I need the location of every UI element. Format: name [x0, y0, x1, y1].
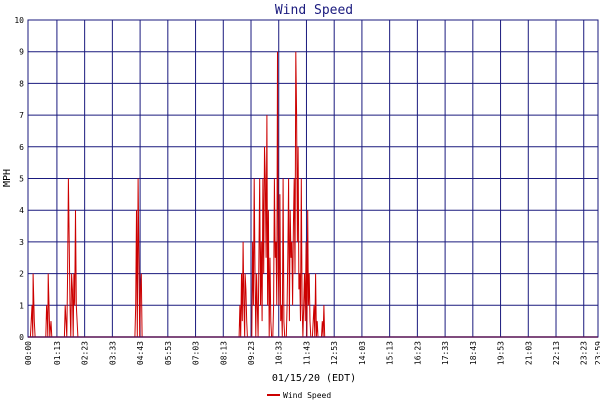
y-tick-label: 0 [19, 333, 24, 342]
x-tick-label: 00:00 [24, 341, 33, 365]
grid [28, 20, 598, 337]
chart-title: Wind Speed [275, 3, 353, 18]
y-tick-label: 4 [19, 206, 24, 215]
y-tick-labels: 0 1 2 3 4 5 6 7 8 9 10 [14, 16, 24, 342]
x-axis-label: 01/15/20 (EDT) [272, 373, 356, 384]
y-tick-label: 9 [19, 48, 24, 57]
x-tick-label: 19:53 [497, 341, 506, 365]
y-tick-label: 1 [19, 301, 24, 310]
y-tick-label: 6 [19, 143, 24, 152]
x-tick-label: 10:33 [275, 341, 284, 365]
x-tick-labels: 00:00 01:13 02:23 03:33 04:43 05:53 07:03 08:13… [24, 341, 600, 365]
x-tick-label: 21:03 [524, 341, 533, 365]
y-axis-label: MPH [2, 169, 13, 187]
y-tick-label: 10 [14, 16, 24, 25]
y-tick-label: 8 [19, 79, 24, 88]
x-tick-label: 18:43 [469, 341, 478, 365]
x-tick-label: 01:13 [53, 341, 62, 365]
x-tick-label: 17:33 [441, 341, 450, 365]
x-tick-label: 03:33 [108, 341, 117, 365]
x-tick-label: 23:23 [580, 341, 589, 365]
x-tick-label: 09:23 [247, 341, 256, 365]
x-tick-label: 23:59 [594, 341, 600, 365]
y-tick-label: 5 [19, 175, 24, 184]
x-tick-label: 02:23 [81, 341, 90, 365]
legend-label: Wind Speed [283, 391, 331, 400]
x-tick-label: 04:43 [136, 341, 145, 365]
x-tick-label: 22:13 [552, 341, 561, 365]
x-tick-label: 14:03 [358, 341, 367, 365]
series-layer [28, 51, 598, 338]
x-tick-label: 12:53 [330, 341, 339, 365]
y-tick-label: 7 [19, 111, 24, 120]
x-tick-label: 11:43 [302, 341, 311, 365]
x-tick-label: 15:13 [386, 341, 395, 365]
x-tick-label: 07:03 [192, 341, 201, 365]
legend: Wind Speed [267, 391, 331, 400]
x-tick-label: 08:13 [219, 341, 228, 365]
y-tick-label: 3 [19, 238, 24, 247]
x-tick-label: 16:23 [413, 341, 422, 365]
x-tick-label: 05:53 [164, 341, 173, 365]
y-tick-label: 2 [19, 270, 24, 279]
series-line-wind-speed [29, 51, 326, 338]
plot-frame [27, 19, 599, 338]
